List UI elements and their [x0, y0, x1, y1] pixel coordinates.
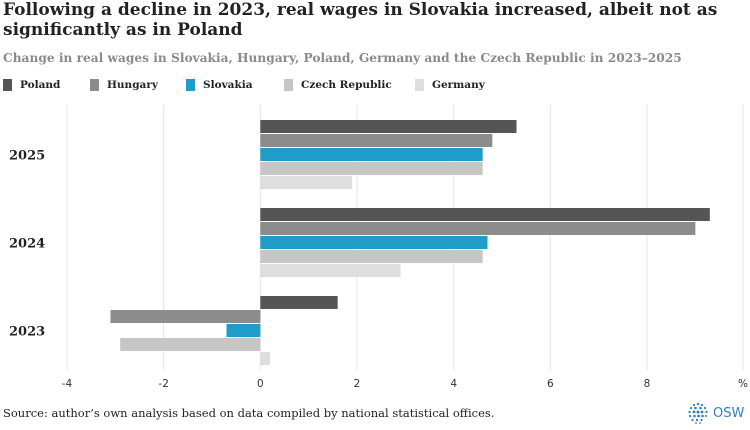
bar-hungary-2024 [260, 222, 696, 235]
x-tick-label: 4 [450, 378, 457, 390]
x-tick-label: 8 [644, 378, 651, 390]
osw-logo: OSW [686, 401, 744, 425]
legend-item-slovakia: Slovakia [186, 79, 253, 91]
x-tick-label: -4 [62, 378, 73, 390]
source-note: Source: author’s own analysis based on d… [3, 406, 495, 420]
y-category-label: 2025 [9, 149, 45, 164]
legend-item-hungary: Hungary [90, 79, 158, 91]
legend-label-poland: Poland [20, 79, 61, 91]
logo-text: OSW [713, 405, 745, 421]
legend-label-germany: Germany [432, 79, 485, 91]
x-tick-label: 6 [547, 378, 554, 390]
bar-chart: -4 -2 0 2 4 6 8 % 2025 2024 2023 [9, 105, 748, 390]
globe-dots-icon [688, 402, 708, 424]
y-category-label: 2024 [9, 237, 45, 252]
y-category-label: 2023 [9, 325, 45, 340]
bar-germany-2023 [260, 352, 270, 365]
bar-germany-2024 [260, 264, 401, 277]
legend-swatch-czech-republic [284, 79, 293, 91]
legend-swatch-poland [3, 79, 12, 91]
legend-item-czech-republic: Czech Republic [284, 79, 392, 91]
bar-czech-republic-2023 [120, 338, 261, 351]
legend-item-germany: Germany [415, 79, 485, 91]
legend-swatch-slovakia [186, 79, 195, 91]
bar-czech-republic-2024 [260, 250, 483, 263]
bar-slovakia-2025 [260, 148, 483, 161]
bar-germany-2025 [260, 176, 353, 189]
chart-subtitle: Change in real wages in Slovakia, Hungar… [3, 51, 682, 65]
bar-slovakia-2023 [226, 324, 261, 337]
x-unit-label: % [738, 378, 748, 390]
bar-hungary-2025 [260, 134, 493, 147]
bar-poland-2023 [260, 296, 338, 309]
bar-czech-republic-2025 [260, 162, 483, 175]
legend-label-slovakia: Slovakia [203, 79, 253, 91]
chart-title: Following a decline in 2023, real wages … [3, 0, 718, 40]
legend-swatch-germany [415, 79, 424, 91]
x-tick-label: 0 [257, 378, 264, 390]
bar-hungary-2023 [110, 310, 261, 323]
legend-swatch-hungary [90, 79, 99, 91]
legend-item-poland: Poland [3, 79, 60, 91]
legend-label-hungary: Hungary [107, 79, 158, 91]
bar-slovakia-2024 [260, 236, 488, 249]
x-tick-label: 2 [354, 378, 361, 390]
bar-poland-2024 [260, 208, 710, 221]
legend-label-czech-republic: Czech Republic [301, 79, 392, 91]
bar-poland-2025 [260, 120, 517, 133]
x-tick-label: -2 [158, 378, 168, 390]
